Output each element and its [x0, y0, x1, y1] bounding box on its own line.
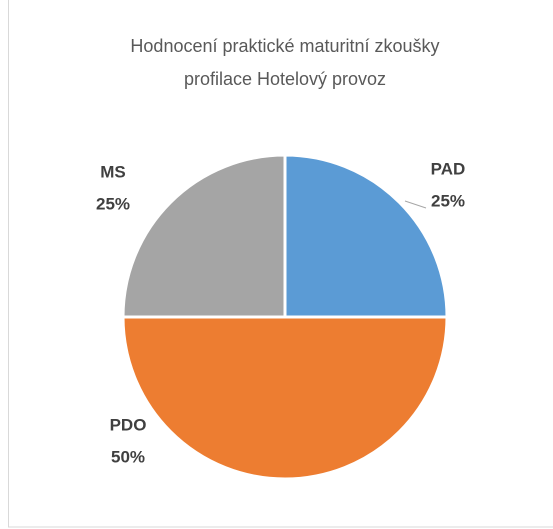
slice-label: MS	[100, 162, 126, 181]
slice-value: 50%	[111, 447, 145, 466]
slice-value: 25%	[431, 191, 465, 210]
slice-label: PDO	[110, 415, 147, 434]
pie-slice	[121, 315, 449, 481]
chart-title: Hodnocení praktické maturitní zkoušky	[130, 36, 439, 56]
slice-value: 25%	[96, 194, 130, 213]
pie-slice	[283, 153, 449, 319]
slice-label: PAD	[431, 159, 466, 178]
pie-slice	[121, 153, 287, 319]
chart-title: profilace Hotelový provoz	[184, 69, 386, 89]
leader-line	[404, 200, 427, 209]
